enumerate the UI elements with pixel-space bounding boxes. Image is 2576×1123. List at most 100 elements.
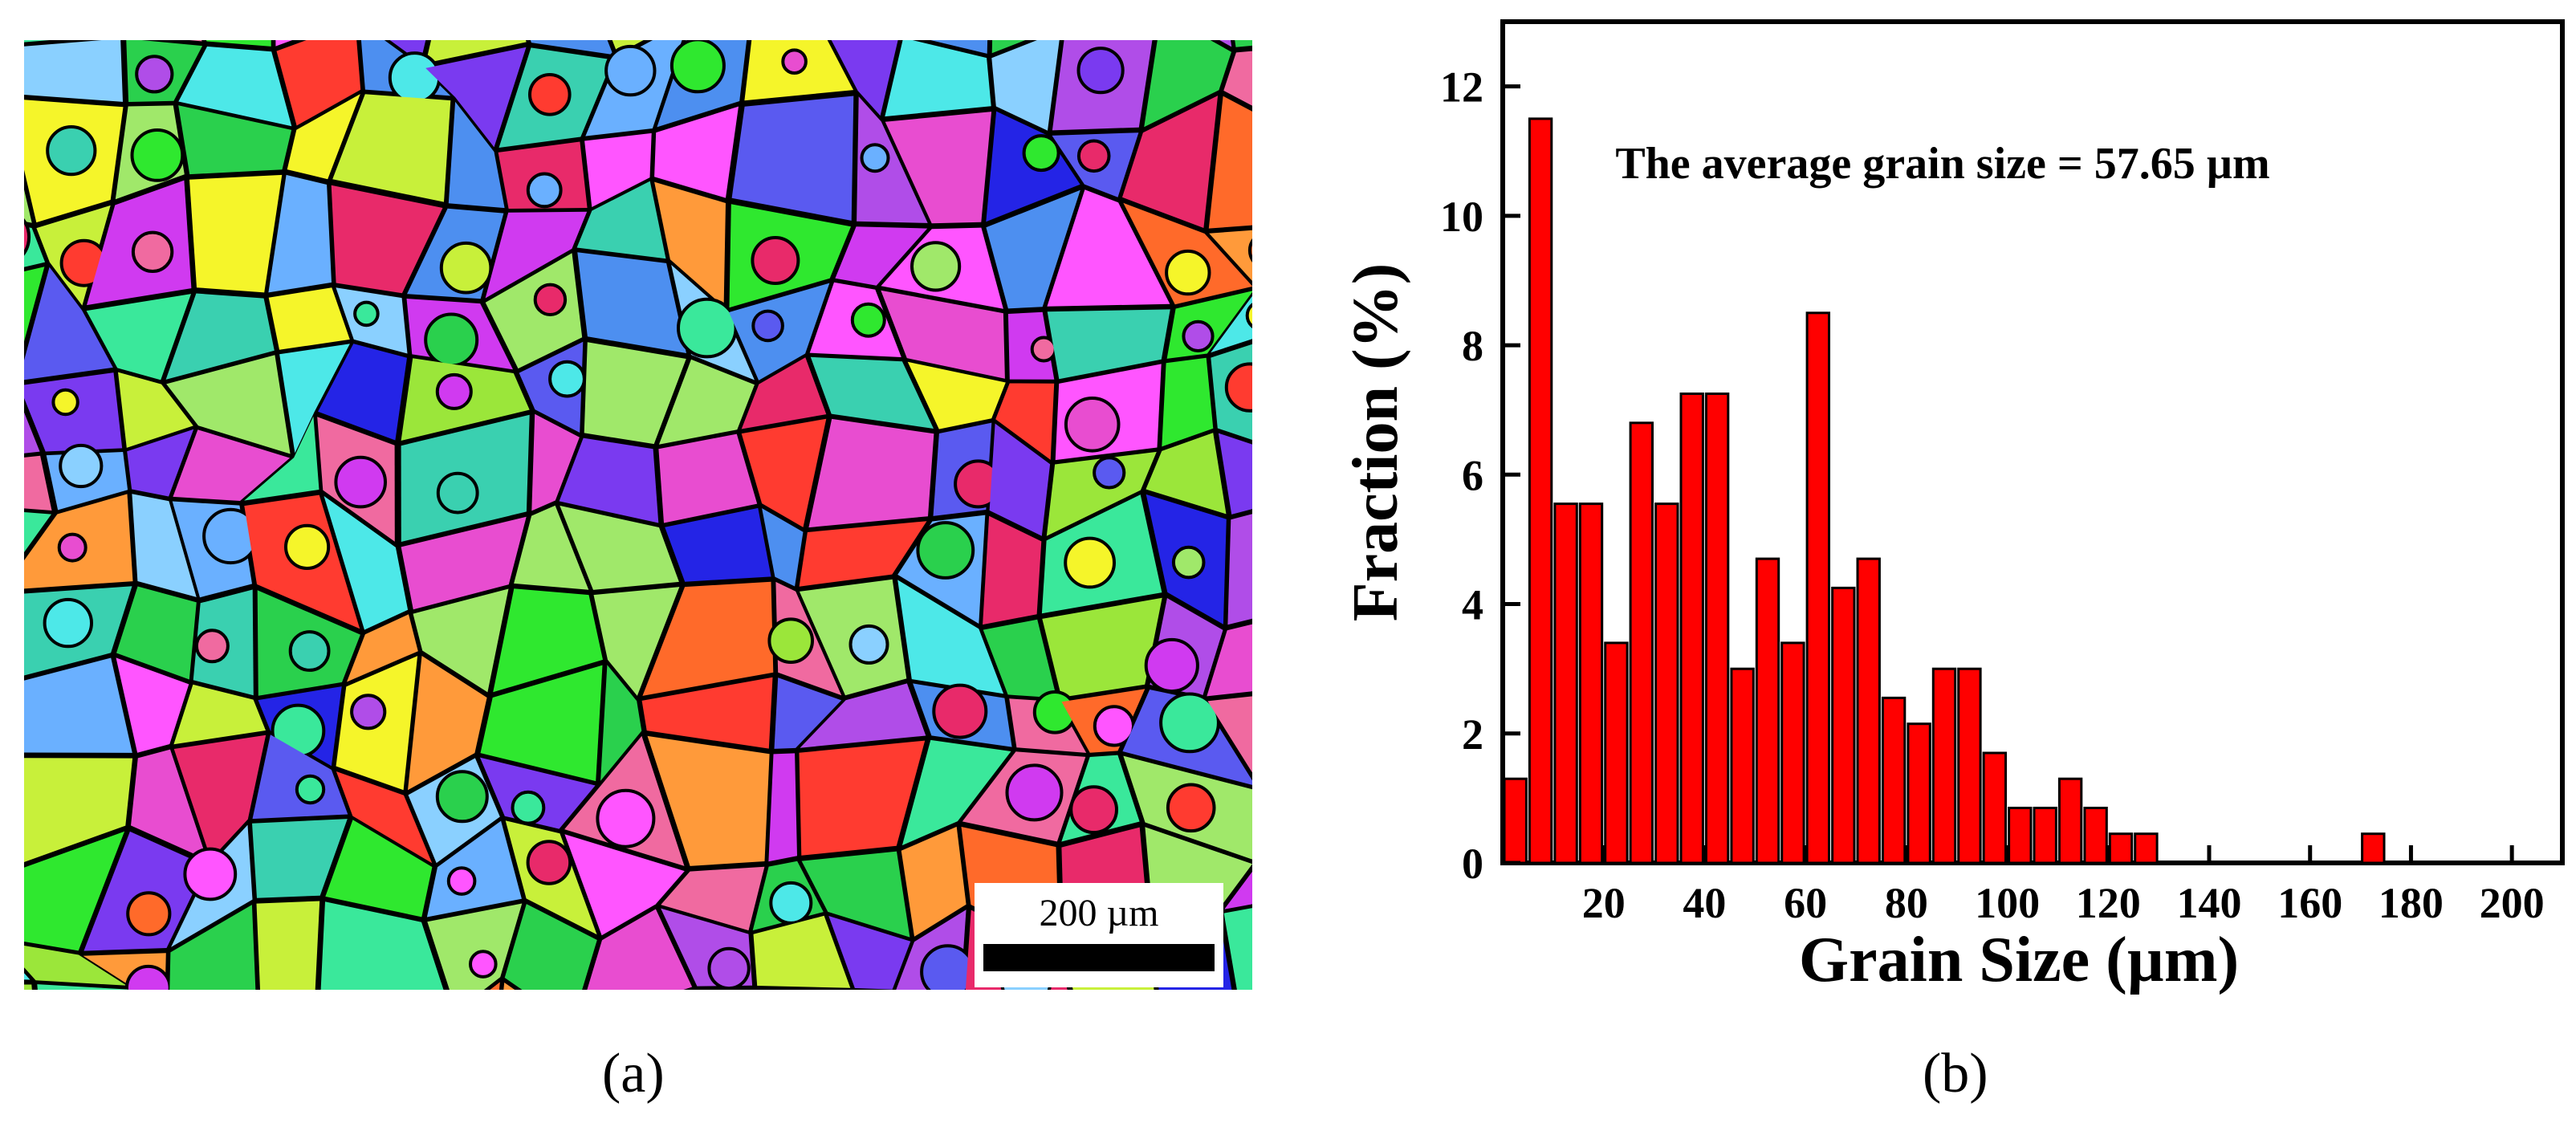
grain — [1207, 624, 1252, 697]
grain — [353, 300, 380, 328]
x-tick-label: 200 — [2480, 879, 2545, 927]
histogram-bar — [1982, 751, 2007, 865]
grain — [600, 665, 642, 781]
grain — [24, 455, 52, 511]
grain — [1022, 134, 1060, 173]
grain — [287, 94, 360, 180]
grain — [324, 495, 409, 630]
grain — [469, 950, 498, 979]
histogram-bar — [2108, 832, 2134, 865]
grain — [426, 820, 522, 918]
grain — [901, 826, 967, 937]
grain — [485, 211, 588, 299]
grain — [435, 372, 473, 410]
grain — [642, 581, 774, 696]
histogram-bar — [2057, 777, 2083, 865]
grain — [897, 580, 1004, 694]
grain — [388, 51, 442, 104]
grain — [930, 40, 988, 54]
grain — [24, 412, 40, 454]
grain — [989, 423, 1051, 536]
grain — [173, 734, 267, 860]
grain — [669, 40, 726, 94]
grain — [808, 418, 934, 528]
histogram-bar — [1805, 311, 1830, 865]
grain — [1093, 705, 1136, 747]
grain — [24, 267, 45, 342]
grain — [1224, 871, 1252, 909]
grain — [46, 125, 97, 177]
grain — [24, 40, 123, 102]
grain — [850, 302, 886, 338]
grain — [425, 47, 527, 148]
grain — [548, 360, 586, 398]
y-tick-label: 4 — [1462, 581, 1483, 629]
grain — [189, 40, 202, 42]
grain — [424, 312, 479, 368]
grain — [800, 683, 926, 748]
grain — [767, 617, 815, 665]
grain — [485, 253, 583, 369]
grain — [1122, 96, 1219, 228]
grain — [86, 294, 191, 380]
grain — [707, 946, 751, 990]
grain — [24, 657, 132, 753]
grain — [83, 831, 206, 951]
y-tick-label: 8 — [1462, 322, 1483, 370]
histogram-bar — [1629, 421, 1654, 865]
grain — [347, 614, 418, 682]
grain — [1093, 456, 1126, 490]
grain — [37, 984, 128, 990]
grain — [528, 73, 572, 116]
grain — [665, 507, 771, 582]
histogram-bar — [1553, 503, 1578, 865]
grain — [593, 587, 680, 696]
grain — [828, 916, 911, 990]
grain — [295, 774, 326, 805]
grain — [1064, 397, 1121, 453]
histogram-bar — [2361, 832, 2386, 865]
grain — [916, 521, 975, 580]
histogram-bar — [1578, 503, 1604, 865]
grain — [658, 433, 758, 523]
grain — [1030, 336, 1057, 363]
grain — [584, 342, 686, 445]
grain — [318, 344, 407, 441]
grain — [490, 982, 500, 990]
grain — [741, 418, 827, 527]
grain — [24, 512, 51, 552]
ebsd-grain-map-image: 200 µm — [24, 40, 1252, 990]
histogram-bar — [1907, 722, 1931, 865]
grain — [268, 287, 350, 350]
grain — [799, 740, 926, 856]
grain — [116, 586, 197, 680]
grain — [1166, 783, 1216, 833]
grain — [130, 128, 185, 182]
panel-label-b: (b) — [1923, 1043, 1988, 1105]
x-tick-label: 20 — [1582, 879, 1626, 927]
grain — [774, 677, 842, 749]
grain — [439, 241, 493, 295]
y-axis-label: Fraction (%) — [1341, 263, 1411, 622]
histogram-bar — [1503, 777, 1528, 865]
grain — [741, 357, 827, 429]
scale-bar-label: 200 µm — [1040, 892, 1159, 934]
grain — [810, 356, 934, 429]
grain — [1046, 451, 1157, 536]
grain — [503, 983, 515, 990]
grain-cells — [24, 40, 1252, 990]
grain — [132, 494, 197, 597]
grain — [279, 344, 350, 454]
grain — [1219, 40, 1232, 47]
grain — [1223, 908, 1252, 990]
grain — [1224, 362, 1252, 413]
x-axis-label: Grain Size (µm) — [1799, 925, 2239, 995]
grain — [531, 413, 580, 511]
grain — [135, 55, 174, 94]
grain — [857, 96, 928, 223]
grain — [173, 429, 291, 501]
grain — [661, 866, 765, 931]
grain — [983, 515, 1042, 625]
grain — [654, 106, 739, 198]
grain — [435, 770, 489, 824]
